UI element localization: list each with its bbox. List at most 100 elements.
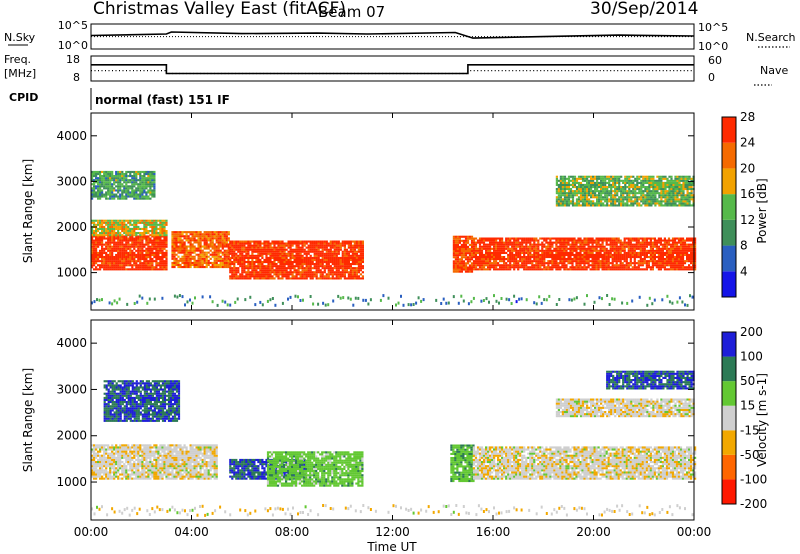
scatter-cell (579, 243, 582, 246)
scatter-cell (101, 253, 104, 256)
scatter-cell (686, 266, 689, 269)
scatter-cell (291, 271, 294, 274)
scatter-cell (359, 267, 362, 270)
scatter-cell (601, 268, 604, 271)
scatter-cell (692, 241, 695, 244)
scatter-cell (215, 237, 218, 240)
scatter-cell (289, 273, 292, 276)
scatter-cell (567, 186, 571, 189)
scatter-cell (501, 264, 504, 267)
scatter-cell (317, 277, 320, 280)
scatter-cell (227, 233, 230, 236)
scatter-cell (121, 264, 124, 267)
scatter-cell (593, 239, 596, 242)
scatter-cell (249, 271, 252, 274)
scatter-cell (519, 253, 522, 256)
scatter-cell (225, 233, 228, 236)
scatter-cell (605, 241, 608, 244)
scatter-cell (665, 241, 669, 244)
scatter-cell (109, 260, 112, 263)
scatter-cell (653, 249, 656, 252)
scatter-cell (561, 266, 564, 269)
scatter-cell (456, 262, 459, 265)
scatter-cell (159, 247, 162, 250)
scatter-cell (93, 262, 96, 265)
scatter-cell (319, 258, 322, 261)
scatter-cell (641, 241, 644, 244)
scatter-cell (482, 256, 486, 259)
scatter-cell (460, 252, 463, 255)
scatter-cell (125, 241, 128, 244)
scatter-cell (137, 219, 140, 222)
scatter-cell (153, 189, 156, 192)
scatter-cell (261, 275, 264, 278)
scatter-cell (592, 196, 595, 199)
scatter-cell (527, 268, 530, 271)
scatter-cell (337, 271, 340, 274)
scatter-cell (231, 240, 234, 243)
scatter-cell (285, 258, 288, 261)
scatter-cell (478, 262, 482, 265)
scatter-cell (297, 267, 300, 270)
scatter-cell (694, 251, 697, 254)
scatter-cell (323, 256, 326, 259)
scatter-cell (319, 242, 322, 245)
scatter-cell (681, 256, 685, 259)
scatter-cell (127, 268, 130, 271)
scatter-cell (151, 189, 154, 192)
scatter-cell (265, 271, 268, 274)
scatter-cell (663, 264, 666, 267)
scatter-cell (565, 253, 568, 256)
scatter-cell (541, 256, 544, 259)
scatter-cell (515, 260, 518, 263)
scatter-cell (97, 264, 100, 267)
scatter-cell (507, 253, 510, 256)
scatter-cell (123, 195, 126, 198)
scatter-cell (594, 188, 597, 191)
scatter-cell (597, 258, 600, 261)
scatter-cell (612, 204, 615, 207)
scatter-cell (239, 258, 242, 261)
scatter-cell (173, 255, 176, 258)
scatter-cell (173, 231, 176, 234)
scatter-cell (452, 237, 455, 240)
scatter-cell (347, 242, 350, 245)
scatter-cell (489, 256, 492, 259)
scatter-cell (565, 251, 568, 254)
scatter-cell (507, 245, 510, 248)
scatter-cell (533, 249, 536, 252)
scatter-cell (537, 268, 540, 271)
scatter-cell (207, 237, 210, 240)
scatter-cell (589, 264, 592, 267)
scatter-cell (333, 240, 336, 243)
scatter-cell (107, 227, 110, 230)
scatter-cell (329, 258, 332, 261)
scatter-cell (653, 243, 656, 246)
scatter-cell (157, 227, 160, 230)
scatter-cell (123, 189, 126, 192)
scatter-cell (297, 277, 300, 280)
scatter-cell (113, 258, 116, 261)
scatter-cell (93, 179, 96, 182)
scatter-cell (91, 197, 94, 200)
scatter-cell (681, 260, 685, 263)
scatter-cell (535, 262, 538, 265)
scatter-cell (127, 243, 130, 246)
scatter-cell (667, 264, 671, 267)
scatter-cell (289, 258, 292, 261)
scatter-cell (271, 248, 274, 251)
scatter-cell (621, 264, 624, 267)
scatter-cell (635, 245, 638, 248)
scatter-cell (301, 275, 304, 278)
scatter-cell (602, 186, 605, 189)
scatter-cell (474, 266, 478, 269)
scatter-cell (681, 253, 685, 256)
scatter-cell (135, 175, 138, 178)
scatter-cell (157, 234, 160, 237)
scatter-cell (227, 253, 230, 256)
scatter-cell (531, 253, 534, 256)
scatter-cell (215, 241, 218, 244)
scatter-cell (331, 267, 334, 270)
scatter-cell (269, 256, 272, 259)
scatter-cell (235, 252, 238, 255)
